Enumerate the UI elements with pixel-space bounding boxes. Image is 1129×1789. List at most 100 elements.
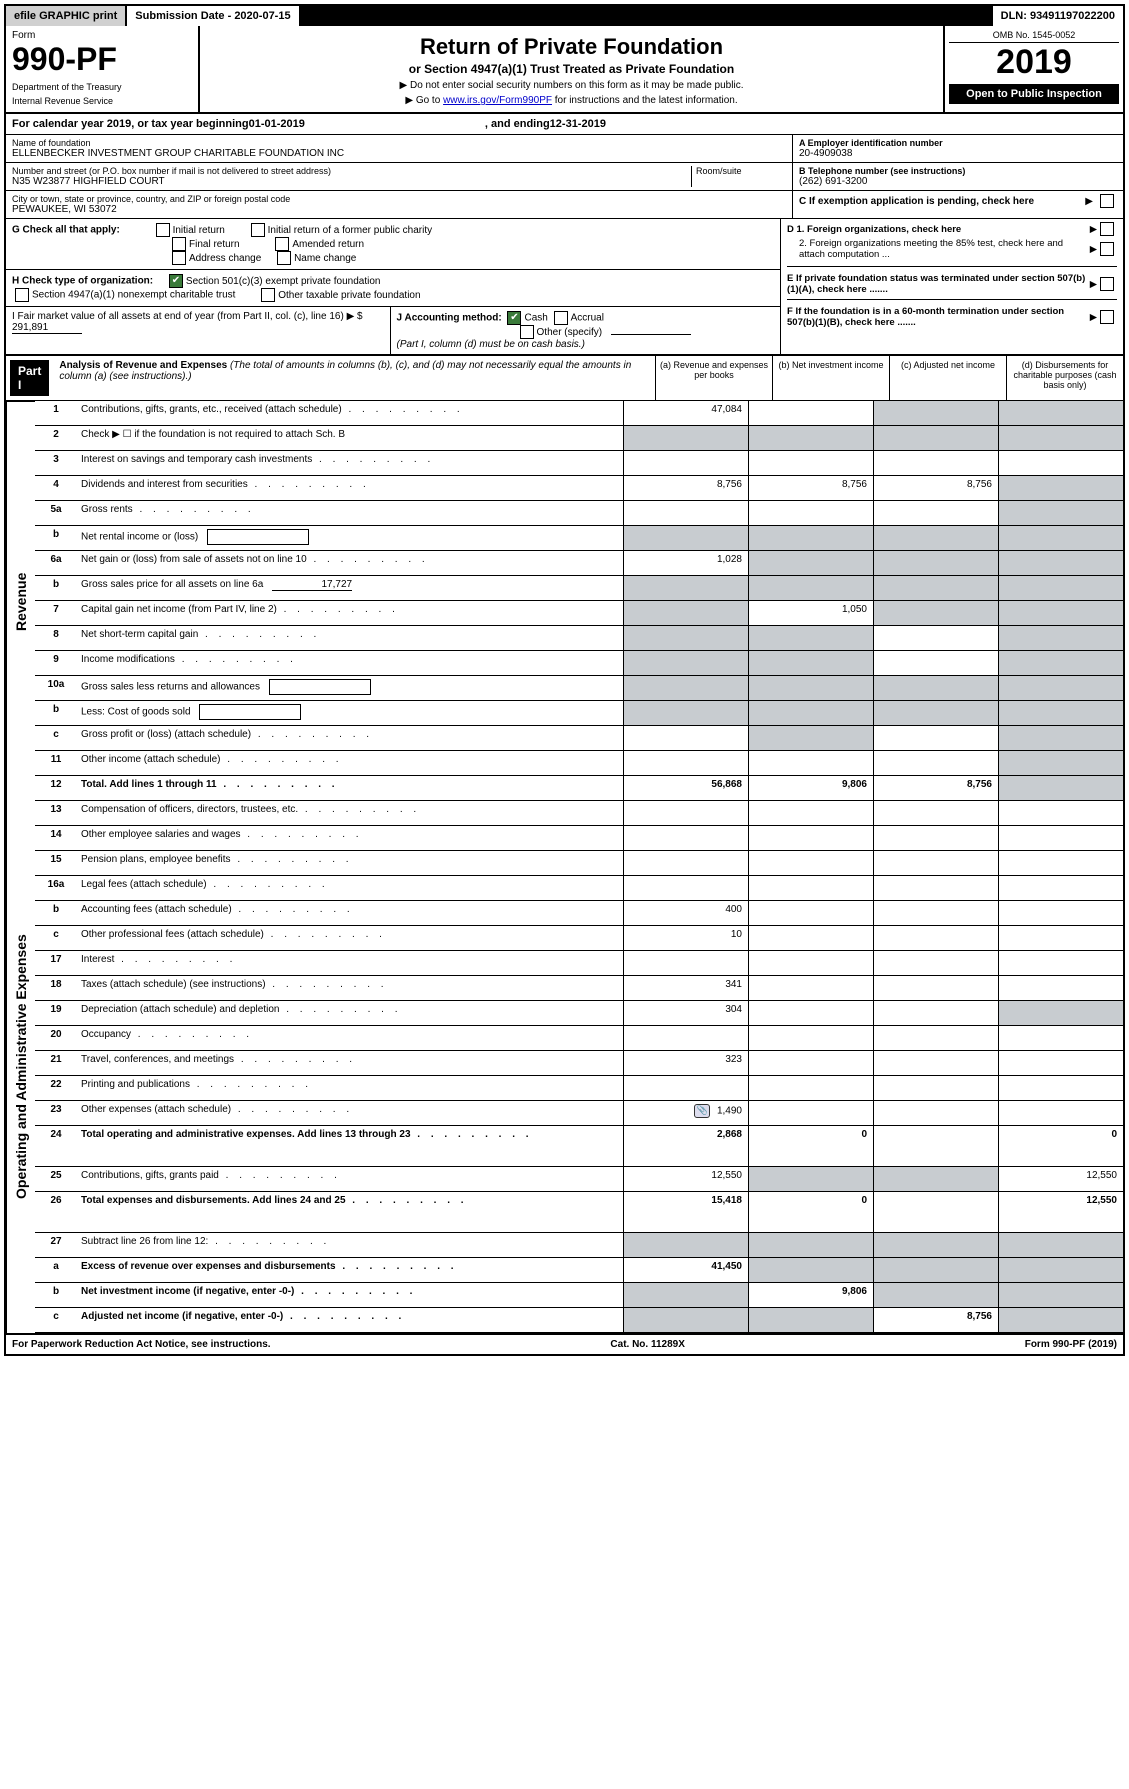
g-final-checkbox[interactable] xyxy=(172,237,186,251)
value-cell xyxy=(623,526,748,550)
row-number: 17 xyxy=(35,951,77,975)
value-cell xyxy=(623,1076,748,1100)
value-cell xyxy=(748,451,873,475)
value-cell: 15,418 xyxy=(623,1192,748,1232)
g-address-checkbox[interactable] xyxy=(172,251,186,265)
value-cell xyxy=(748,751,873,775)
value-cell xyxy=(873,701,998,725)
value-cell: 12,550 xyxy=(623,1167,748,1191)
instr-link[interactable]: www.irs.gov/Form990PF xyxy=(443,95,552,106)
j-cash-checkbox[interactable]: ✔ xyxy=(507,311,521,325)
revenue-rows: 1Contributions, gifts, grants, etc., rec… xyxy=(35,401,1123,801)
footer-row: For Paperwork Reduction Act Notice, see … xyxy=(6,1333,1123,1354)
value-cell xyxy=(748,1233,873,1257)
j-other-checkbox[interactable] xyxy=(520,325,534,339)
row-description: Net rental income or (loss) xyxy=(77,526,623,550)
dln-label: DLN: 93491197022200 xyxy=(993,6,1123,26)
value-cell xyxy=(873,1126,998,1166)
row-number: 26 xyxy=(35,1192,77,1232)
e-checkbox[interactable] xyxy=(1100,277,1114,291)
g-row: G Check all that apply: Initial return I… xyxy=(6,219,780,270)
h-501c3-checkbox[interactable]: ✔ xyxy=(169,274,183,288)
addr-value: N35 W23877 HIGHFIELD COURT xyxy=(12,176,687,187)
value-cell xyxy=(873,601,998,625)
row-number: 4 xyxy=(35,476,77,500)
value-cell xyxy=(873,951,998,975)
lower-left: G Check all that apply: Initial return I… xyxy=(6,219,781,354)
table-row: 6aNet gain or (loss) from sale of assets… xyxy=(35,551,1123,576)
value-cell xyxy=(998,726,1123,750)
h-opt3: Other taxable private foundation xyxy=(278,290,420,301)
row-number: 15 xyxy=(35,851,77,875)
c-checkbox[interactable] xyxy=(1100,194,1114,208)
table-row: 3Interest on savings and temporary cash … xyxy=(35,451,1123,476)
value-cell xyxy=(873,526,998,550)
g-initial-checkbox[interactable] xyxy=(156,223,170,237)
info-right: A Employer identification number 20-4909… xyxy=(793,135,1123,218)
row-description: Subtract line 26 from line 12: . . . . .… xyxy=(77,1233,623,1257)
table-row: bLess: Cost of goods sold xyxy=(35,701,1123,726)
h-other-checkbox[interactable] xyxy=(261,288,275,302)
row-number: 6a xyxy=(35,551,77,575)
dept-irs: Internal Revenue Service xyxy=(12,96,192,106)
f-checkbox[interactable] xyxy=(1100,310,1114,324)
value-cell xyxy=(748,1026,873,1050)
row-number: 21 xyxy=(35,1051,77,1075)
arrow-icon: ▶ xyxy=(1090,224,1097,235)
table-row: 19Depreciation (attach schedule) and dep… xyxy=(35,1001,1123,1026)
cal-end-label: , and ending xyxy=(485,118,550,130)
value-cell xyxy=(623,801,748,825)
row-description: Adjusted net income (if negative, enter … xyxy=(77,1308,623,1332)
g-name-checkbox[interactable] xyxy=(277,251,291,265)
city-value: PEWAUKEE, WI 53072 xyxy=(12,204,786,215)
g-amended-checkbox[interactable] xyxy=(275,237,289,251)
row-description: Interest on savings and temporary cash i… xyxy=(77,451,623,475)
value-cell: 341 xyxy=(623,976,748,1000)
value-cell xyxy=(873,726,998,750)
arrow-icon: ▶ xyxy=(1090,279,1097,290)
d1-checkbox[interactable] xyxy=(1100,222,1114,236)
attachment-icon[interactable]: 📎 xyxy=(694,1104,710,1118)
part1-desc-cell: Part I Analysis of Revenue and Expenses … xyxy=(6,356,655,400)
row-description: Net investment income (if negative, ente… xyxy=(77,1283,623,1307)
row-description: Total expenses and disbursements. Add li… xyxy=(77,1192,623,1232)
e-label: E If private foundation status was termi… xyxy=(787,273,1090,295)
d2-checkbox[interactable] xyxy=(1100,242,1114,256)
value-cell xyxy=(998,1001,1123,1025)
j-accrual: Accrual xyxy=(571,313,604,324)
h-4947-checkbox[interactable] xyxy=(15,288,29,302)
value-cell xyxy=(873,851,998,875)
row-description: Depreciation (attach schedule) and deple… xyxy=(77,1001,623,1025)
j-accrual-checkbox[interactable] xyxy=(554,311,568,325)
value-cell xyxy=(873,451,998,475)
row-description: Occupancy . . . . . . . . . xyxy=(77,1026,623,1050)
row-number: a xyxy=(35,1258,77,1282)
h-opt1: Section 501(c)(3) exempt private foundat… xyxy=(186,276,381,287)
value-cell xyxy=(873,1283,998,1307)
cal-begin-label: For calendar year 2019, or tax year begi… xyxy=(12,118,249,130)
value-cell xyxy=(623,876,748,900)
value-cell xyxy=(998,601,1123,625)
col-a-head: (a) Revenue and expenses per books xyxy=(655,356,772,400)
j-other-line xyxy=(611,334,691,335)
phone-value: (262) 691-3200 xyxy=(799,176,1117,187)
row-description: Gross rents . . . . . . . . . xyxy=(77,501,623,525)
row-description: Check ▶ ☐ if the foundation is not requi… xyxy=(77,426,623,450)
value-cell xyxy=(998,1258,1123,1282)
city-cell: City or town, state or province, country… xyxy=(6,191,792,218)
row-description: Contributions, gifts, grants, etc., rece… xyxy=(77,401,623,425)
phone-cell: B Telephone number (see instructions) (2… xyxy=(793,163,1123,191)
value-cell xyxy=(623,726,748,750)
value-cell xyxy=(998,401,1123,425)
value-cell xyxy=(873,626,998,650)
row-description: Accounting fees (attach schedule) . . . … xyxy=(77,901,623,925)
c-label: C If exemption application is pending, c… xyxy=(799,196,1081,207)
table-row: 9Income modifications . . . . . . . . . xyxy=(35,651,1123,676)
table-row: 16aLegal fees (attach schedule) . . . . … xyxy=(35,876,1123,901)
row-description: Gross profit or (loss) (attach schedule)… xyxy=(77,726,623,750)
value-cell: 8,756 xyxy=(873,1308,998,1332)
ein-label: A Employer identification number xyxy=(799,138,1117,148)
value-cell xyxy=(748,901,873,925)
value-cell: 12,550 xyxy=(998,1192,1123,1232)
g-initial-former-checkbox[interactable] xyxy=(251,223,265,237)
